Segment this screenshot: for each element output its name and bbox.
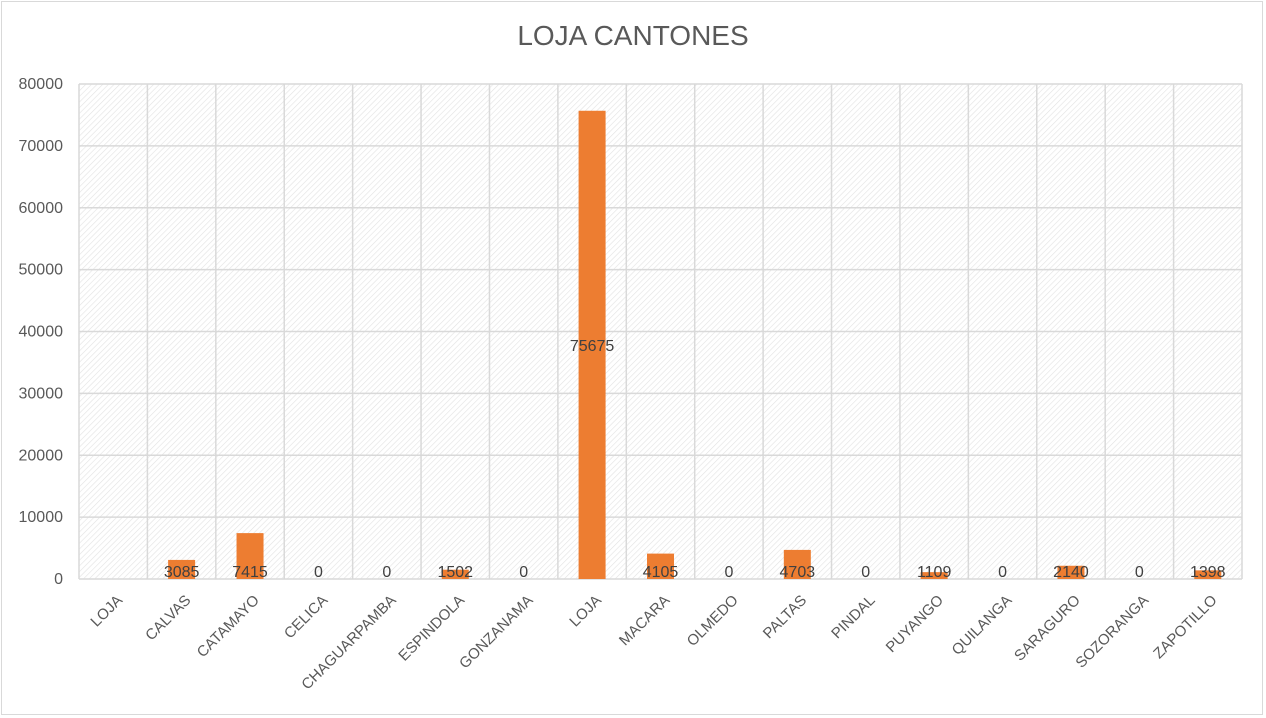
y-tick-label: 70000	[19, 138, 64, 155]
data-label: 4105	[643, 564, 679, 581]
bar-espindola	[441, 569, 469, 579]
y-tick-label: 20000	[19, 447, 64, 464]
data-label: 1502	[437, 564, 473, 581]
x-category-label: PUYANGO	[883, 592, 947, 656]
x-category-label: CALVAS	[142, 592, 194, 644]
bar-catamayo	[236, 533, 264, 579]
data-label: 75675	[570, 338, 615, 355]
bar-calvas	[168, 559, 196, 579]
bar-loja	[578, 110, 606, 580]
data-label: 0	[1135, 564, 1144, 581]
data-label: 0	[314, 564, 323, 581]
data-label: 3085	[164, 564, 200, 581]
y-tick-label: 30000	[19, 385, 64, 402]
x-axis-labels: LOJA CALVAS CATAMAYO CELICACHAGUARPAMBAESPI…	[87, 592, 1220, 693]
bars	[168, 110, 1222, 580]
bar-paltas	[783, 549, 811, 579]
x-category-label: CATAMAYO	[194, 592, 263, 661]
x-category-label: GONZANAMA	[456, 592, 536, 672]
data-label: 0	[724, 564, 733, 581]
x-category-label: SOZORANGA	[1072, 592, 1152, 672]
bar-saraguro	[1057, 565, 1085, 579]
bar-zapotillo	[1194, 570, 1222, 579]
y-axis-ticks: 0 10000 20000 30000 40000 50000 60000 70000 8000…	[19, 76, 64, 588]
y-tick-label: 40000	[19, 324, 64, 341]
bar-macara	[647, 553, 674, 579]
x-category-label: ESPINDOLA	[395, 592, 468, 665]
data-label: 0	[519, 564, 528, 581]
data-label: 1109	[917, 564, 952, 581]
data-label: 0	[382, 564, 391, 581]
data-label: 0	[861, 564, 870, 581]
x-category-label: LOJA	[566, 592, 605, 631]
chart-title: LOJA CANTONES	[517, 20, 749, 51]
data-label: 7415	[232, 564, 268, 581]
y-tick-label: 0	[54, 571, 63, 588]
data-label: 2140	[1053, 564, 1089, 581]
y-tick-label: 10000	[19, 509, 64, 526]
x-category-label: OLMEDO	[684, 592, 742, 650]
x-category-label: PALTAS	[760, 592, 810, 642]
x-category-label: QUILANGA	[949, 592, 1016, 659]
bar-puyango	[920, 572, 948, 579]
x-category-label: PINDAL	[828, 592, 878, 642]
y-tick-label: 80000	[19, 76, 64, 93]
x-category-label: SARAGURO	[1011, 592, 1084, 665]
data-label: 0	[998, 564, 1007, 581]
x-category-label: LOJA	[87, 592, 126, 631]
y-tick-label: 50000	[19, 262, 64, 279]
gridlines	[78, 83, 1243, 580]
x-category-label: ZAPOTILLO	[1150, 592, 1220, 662]
x-category-label: MACARA	[616, 592, 673, 649]
y-tick-label: 60000	[19, 200, 64, 217]
data-label: 1398	[1190, 564, 1226, 581]
data-labels: 3085 7415 0 0 1502 0 75675 4105 0 4703 0 1109 0 2140 0…	[164, 338, 1226, 581]
x-category-label: CELICA	[281, 592, 331, 642]
data-label: 4703	[780, 564, 816, 581]
